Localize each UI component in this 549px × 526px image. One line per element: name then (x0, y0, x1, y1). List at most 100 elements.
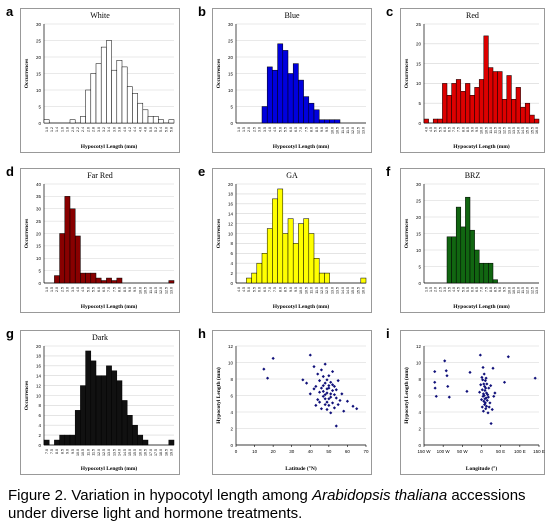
histogram-bar (126, 415, 133, 446)
y-tick-label: 18 (36, 354, 42, 359)
scatter-point (465, 389, 469, 393)
x-tick-label: 12.0 (351, 127, 355, 134)
histogram-bar (116, 380, 123, 446)
x-axis-label: Hypocotyl Length (mm) (81, 143, 138, 150)
x-tick-label: 4.0 (452, 287, 456, 292)
x-axis-label: Hypocotyl Length (mm) (453, 143, 510, 150)
histogram-bar (142, 109, 149, 124)
x-tick-label: 9.5 (133, 287, 137, 292)
histogram-bar (303, 218, 310, 284)
panel-letter: b (198, 4, 206, 19)
y-tick-label: 14 (36, 374, 42, 379)
x-tick-label: 100 W (437, 449, 451, 454)
histogram-bar (488, 262, 494, 284)
scatter-point (433, 380, 437, 384)
x-tick-label: 2.5 (252, 127, 256, 132)
y-tick-label: 0 (230, 281, 233, 286)
x-tick-label: 8.0 (118, 287, 122, 292)
x-tick-label: 18.5 (164, 449, 168, 456)
histogram-bar (43, 439, 50, 446)
x-tick-label: 12.0 (526, 287, 530, 294)
x-tick-label: 11.5 (154, 287, 158, 294)
panel-letter: f (386, 164, 391, 179)
histogram-bar (80, 272, 86, 284)
y-tick-label: 0 (418, 281, 421, 286)
histogram-bar (474, 249, 480, 284)
scatter-point (325, 378, 329, 382)
x-tick-label: 5.8 (170, 127, 174, 132)
scatter-point (325, 407, 329, 412)
x-tick-label: 10.0 (299, 287, 303, 294)
scatter-point (484, 404, 489, 408)
histogram-bar (95, 63, 102, 124)
x-tick-label: 50 E (496, 449, 505, 454)
histogram-bar (95, 277, 102, 284)
histogram-bar (451, 236, 457, 284)
histogram-bar (474, 87, 480, 124)
x-tick-label: 9.0 (128, 287, 132, 292)
y-tick-label: 10 (416, 360, 422, 365)
scatter-point (479, 398, 484, 402)
panel-i: i 0 2 4 6 8 10 12 Longitude (°) Hypocotyl Length… (386, 326, 545, 475)
x-tick-label: 8.5 (123, 287, 127, 292)
x-tick-label: 1.8 (66, 127, 70, 132)
panel-g: g Dark 0 2 4 6 8 10 12 14 16 18 20 Hypocotyl Length … (6, 326, 180, 475)
histogram-bar (132, 93, 138, 124)
histogram-bar (251, 272, 258, 284)
x-tick-label: 8.5 (284, 287, 288, 292)
caption-suffix: accessions under diverse light and hormo… (8, 487, 526, 522)
y-tick-label: 20 (416, 42, 422, 47)
x-tick-label: 16.0 (535, 127, 539, 134)
panel-d: d Far Red 0 5 10 15 20 25 30 35 40 Hypocotyl Lengt… (6, 164, 180, 313)
scatter-point (485, 398, 489, 403)
histogram-bar (465, 83, 471, 124)
x-tick-label: 7.0 (45, 449, 49, 454)
x-tick-label: 17.0 (149, 449, 153, 456)
x-tick-label: 8.0 (310, 127, 314, 132)
x-tick-label: 11.5 (521, 287, 525, 294)
chart-frame (400, 330, 545, 475)
y-tick-label: 25 (416, 198, 422, 203)
x-tick-label: 5.0 (434, 127, 438, 132)
histogram-ga: GA 0 2 4 6 8 10 12 14 16 18 20 Hypocotyl Length (mm)… (212, 168, 372, 313)
histogram-bar (111, 69, 118, 124)
y-tick-label: 10 (36, 88, 42, 93)
histogram-bar (287, 73, 294, 124)
histogram-bar (142, 439, 149, 446)
x-tick-label: 1.5 (50, 287, 54, 292)
scatter-point (479, 383, 483, 387)
x-tick-label: 6.5 (448, 127, 452, 132)
x-tick-label: 12.5 (325, 287, 329, 294)
histogram-bar (266, 66, 273, 124)
x-tick-label: 3.0 (66, 287, 70, 292)
x-tick-label: 3.0 (258, 127, 262, 132)
scatter-point (490, 407, 494, 412)
x-tick-label: 4.6 (138, 127, 142, 132)
chart-frame (212, 330, 372, 475)
histogram-bar (492, 279, 498, 284)
scatter-point (502, 380, 507, 384)
x-tick-label: 6.5 (102, 287, 106, 292)
y-tick-label: 6 (230, 393, 233, 398)
y-tick-label: 18 (228, 192, 234, 197)
x-tick-label: 14.5 (346, 287, 350, 294)
scatter-point (321, 389, 325, 393)
y-tick-label: 15 (228, 71, 234, 76)
x-tick-label: 10.0 (480, 127, 484, 134)
histogram-bar (282, 50, 289, 124)
x-tick-label: 9.0 (320, 127, 324, 132)
x-tick-label: 9.0 (66, 449, 70, 454)
histogram-bar (126, 86, 133, 124)
x-tick-label: 9.5 (475, 127, 479, 132)
scatter-latitude: 0 2 4 6 8 10 12 Latitude (°N) Hypocotyl Length (… (212, 330, 372, 475)
y-tick-label: 35 (36, 194, 42, 199)
x-tick-label: 2.6 (86, 127, 90, 132)
histogram-bar (446, 236, 452, 284)
y-tick-label: 5 (418, 264, 421, 269)
x-tick-label: 14.0 (118, 449, 122, 456)
x-tick-label: 11.0 (86, 449, 90, 456)
histogram-bar (64, 196, 71, 284)
histogram-bar (506, 75, 512, 124)
y-tick-label: 5 (418, 101, 421, 106)
x-tick-label: 3.0 (97, 127, 101, 132)
